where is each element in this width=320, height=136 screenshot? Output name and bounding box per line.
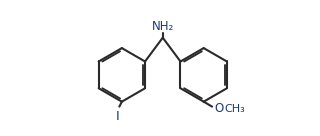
Text: O: O <box>214 102 223 115</box>
Text: CH₃: CH₃ <box>225 104 245 114</box>
Text: I: I <box>116 110 120 123</box>
Text: NH₂: NH₂ <box>152 20 174 33</box>
